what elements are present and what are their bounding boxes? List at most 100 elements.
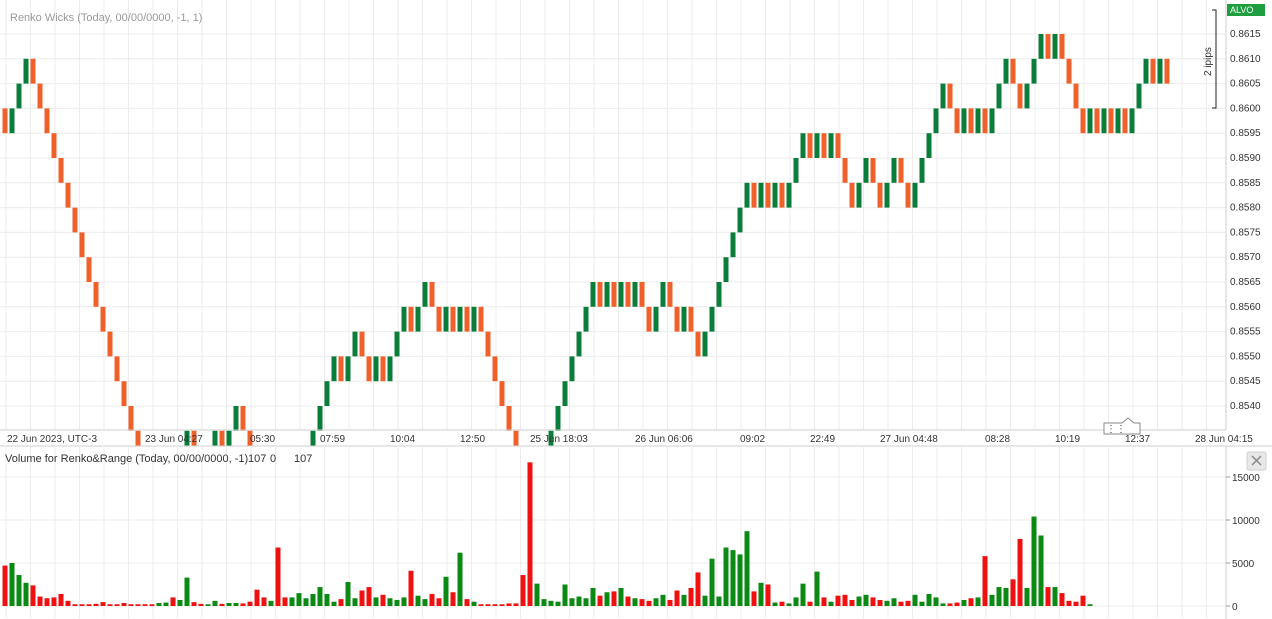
volume-bar-down [688,587,694,606]
renko-brick-up [576,331,582,357]
renko-brick-up [996,83,1002,109]
price-scale[interactable]: 0.8615 0.8610 0.8605 0.8600 0.8595 0.8590 0.85… [1225,0,1261,430]
volume-bar-down [821,597,827,606]
renko-brick-down [982,108,988,134]
volume-bar-up [660,594,666,606]
volume-bar-up [226,602,232,606]
volume-bar-down [492,604,498,606]
renko-brick-down [1010,58,1016,84]
renko-brick-up [352,331,358,357]
renko-brick-down [2,108,8,134]
renko-brick-up [863,158,869,183]
volume-legend-up: 0 [270,453,276,465]
volume-tick-labels: 15000 10000 5000 0 [1226,473,1260,613]
renko-brick-up [1157,58,1163,84]
volume-bar-up [1024,587,1030,606]
volume-bar-up [401,597,407,606]
price-tick-label: 0.8600 [1230,103,1261,114]
volume-bar-up [793,597,799,606]
renko-brick-down [646,306,652,332]
volume-bar-up [1052,587,1058,606]
scroll-marker-shape [1103,417,1141,435]
renko-brick-up [583,306,589,332]
renko-brick-up [730,232,736,258]
volume-bar-up [16,575,22,606]
time-tick-label: 22 Jun 2023, UTC-3 [7,434,97,445]
volume-bar-down [100,602,106,606]
volume-bar-up [737,554,743,606]
volume-legend-total: 107 [248,453,266,465]
close-panel-button[interactable] [1246,451,1267,471]
renko-brick-down [807,133,813,158]
renko-brick-up [814,133,820,158]
volume-bar-up [317,587,323,606]
volume-title: Volume for Renko&Range (Today, 00/00/000… [5,453,312,465]
volume-bar-down [219,603,225,606]
renko-brick-up [1087,108,1093,134]
volume-bar-down [247,601,253,606]
time-scroll-marker[interactable]: ⋮⋮ [1103,417,1141,435]
volume-bar-down [261,597,267,606]
volume-bar-down [86,604,92,606]
renko-brick-down [65,182,71,208]
volume-bar-down [408,570,414,606]
volume-bar-down [1010,579,1016,606]
volume-bar-up [604,592,610,606]
renko-brick-up [324,381,330,406]
renko-brick-down [107,331,113,357]
renko-brick-down [1080,108,1086,134]
symbol-tag[interactable]: ALVO [1227,4,1265,16]
volume-bar-down [275,547,281,606]
volume-bar-up [632,598,638,606]
renko-brick-up [394,331,400,357]
renko-brick-down [870,158,876,183]
price-tick-label: 0.8575 [1230,227,1261,238]
volume-bar-down [464,599,470,606]
time-tick-label: 12:50 [460,434,485,445]
volume-bar-down [429,593,435,606]
renko-brick-up [16,83,22,109]
renko-brick-down [1150,58,1156,84]
volume-bar-up [177,599,183,606]
volume-bar-up [184,577,190,606]
time-tick-label: 05:30 [250,434,275,445]
volume-bar-down [947,603,953,606]
renko-brick-up [891,158,897,183]
volume-bar-down [142,604,148,606]
volume-bar-down [478,604,484,606]
renko-brick-up [702,331,708,357]
renko-brick-up [828,133,834,158]
volume-bar-down [527,462,533,606]
renko-brick-up [1136,83,1142,109]
renko-brick-down [835,133,841,158]
volume-bar-up [786,603,792,606]
volume-bar-down [751,591,757,606]
renko-brick-down [121,381,127,406]
renko-brick-down [93,282,99,307]
volume-bar-up [415,595,421,606]
volume-bar-down [79,604,85,606]
volume-bar-down [779,601,785,606]
box-size-bracket [1212,9,1217,109]
volume-bar-up [23,582,29,606]
renko-brick-down [429,282,435,307]
box-size-measure: 2 ipips [1203,9,1217,109]
renko-brick-down [1164,58,1170,84]
volume-bars [2,462,1093,606]
renko-brick-down [639,282,645,307]
price-tick-label: 0.8540 [1230,401,1261,412]
renko-brick-down [688,306,694,332]
volume-bar-up [653,598,659,606]
renko-brick-down [1059,34,1065,59]
time-tick-label: 26 Jun 06:06 [635,434,693,445]
time-tick-label: 08:28 [985,434,1010,445]
renko-brick-down [779,182,785,208]
price-tick-label: 0.8560 [1230,302,1261,313]
renko-brick-up [415,306,421,332]
renko-brick-up [793,158,799,183]
price-tick-label: 0.8565 [1230,277,1261,288]
renko-brick-up [933,108,939,134]
renko-brick-down [408,306,414,332]
volume-bar-down [898,601,904,606]
renko-brick-down [905,182,911,208]
